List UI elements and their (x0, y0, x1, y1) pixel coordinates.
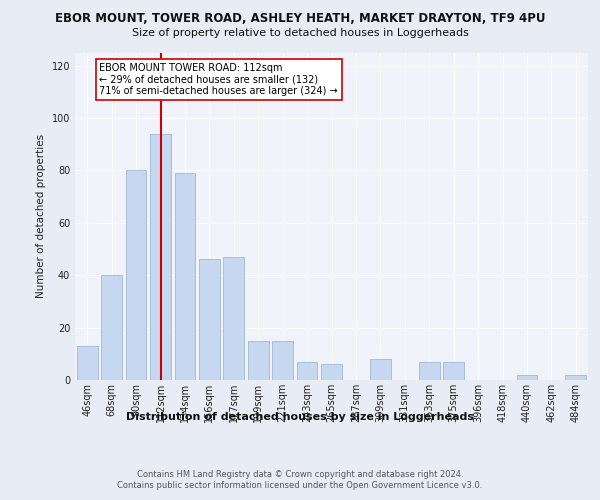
Bar (443, 362, 464, 380)
Bar (517, 375, 538, 380)
Bar (125, 170, 146, 380)
Text: EBOR MOUNT, TOWER ROAD, ASHLEY HEATH, MARKET DRAYTON, TF9 4PU: EBOR MOUNT, TOWER ROAD, ASHLEY HEATH, MA… (55, 12, 545, 26)
Bar (419, 362, 440, 380)
Bar (272, 340, 293, 380)
Bar (370, 359, 391, 380)
Bar (199, 260, 220, 380)
Y-axis label: Number of detached properties: Number of detached properties (36, 134, 46, 298)
Text: Contains HM Land Registry data © Crown copyright and database right 2024.: Contains HM Land Registry data © Crown c… (137, 470, 463, 479)
Bar (223, 257, 244, 380)
Text: EBOR MOUNT TOWER ROAD: 112sqm
← 29% of detached houses are smaller (132)
71% of : EBOR MOUNT TOWER ROAD: 112sqm ← 29% of d… (100, 63, 338, 96)
Text: Size of property relative to detached houses in Loggerheads: Size of property relative to detached ho… (131, 28, 469, 38)
Bar (101, 275, 122, 380)
Bar (150, 134, 171, 380)
Bar (296, 362, 317, 380)
Bar (77, 346, 98, 380)
Text: Distribution of detached houses by size in Loggerheads: Distribution of detached houses by size … (126, 412, 474, 422)
Text: Contains public sector information licensed under the Open Government Licence v3: Contains public sector information licen… (118, 481, 482, 490)
Bar (248, 340, 269, 380)
Bar (565, 375, 586, 380)
Bar (321, 364, 342, 380)
Bar (175, 173, 196, 380)
